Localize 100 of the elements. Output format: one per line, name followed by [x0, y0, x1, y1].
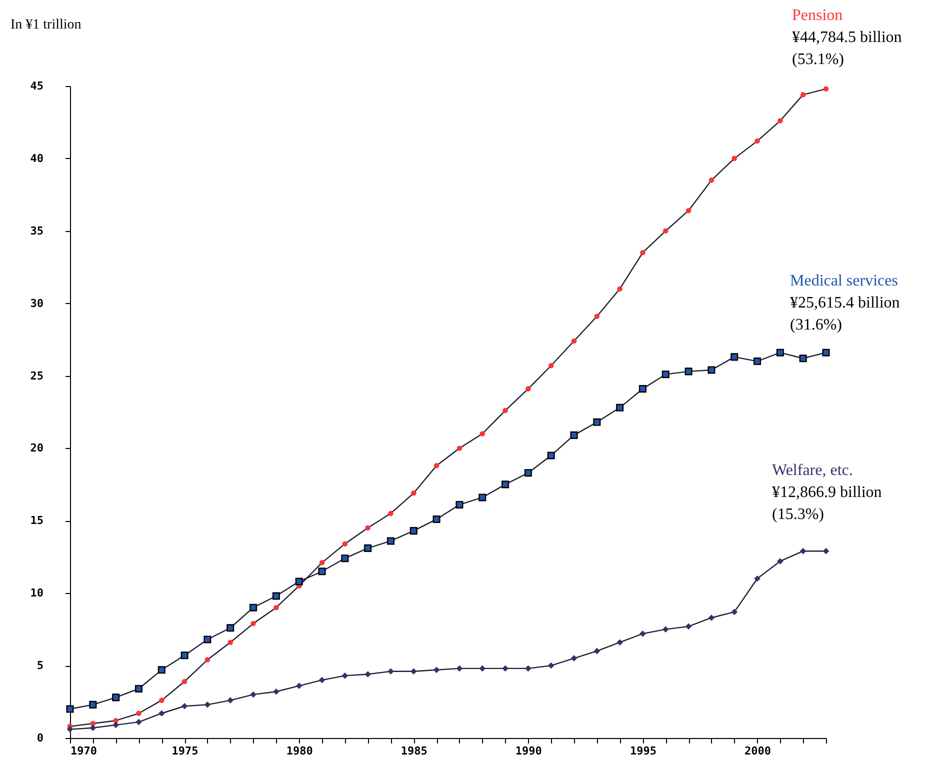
point: [250, 620, 256, 626]
point: [410, 668, 417, 675]
x-tick-label: 1990: [515, 744, 542, 758]
point: [456, 665, 463, 672]
point: [342, 541, 348, 546]
point: [250, 604, 258, 612]
text: Welfare, etc.: [772, 462, 853, 480]
point: [341, 554, 349, 562]
point: [364, 671, 371, 678]
annotation: (31.6%): [790, 316, 842, 334]
point: [822, 348, 830, 356]
point: [822, 548, 830, 554]
point: [250, 691, 256, 698]
point: [480, 431, 486, 436]
point: [158, 666, 166, 674]
point: [685, 623, 692, 630]
point: [616, 404, 624, 412]
point: [800, 548, 806, 554]
y-tick-label: 40: [30, 152, 44, 165]
point: [708, 178, 714, 183]
point: [799, 354, 807, 362]
point: [640, 250, 646, 256]
point: [662, 228, 668, 234]
point: [570, 655, 578, 662]
point: [158, 698, 164, 703]
point: [66, 726, 74, 732]
annotation: ¥12,866.9 billion: [772, 484, 882, 502]
point: [342, 672, 348, 679]
point: [823, 86, 829, 92]
point: [754, 358, 762, 366]
point: [640, 630, 646, 637]
annotation: ¥25,615.4 billion: [790, 294, 900, 312]
point: [456, 446, 462, 451]
point: [777, 558, 784, 564]
point: [732, 156, 738, 162]
point: [432, 515, 440, 523]
x-tick-label: 1995: [630, 744, 656, 758]
point: [364, 544, 372, 552]
y-tick-label: 5: [36, 659, 44, 672]
point: [548, 662, 554, 669]
point: [136, 718, 142, 726]
point: [570, 431, 578, 439]
point: [547, 452, 555, 460]
point: [638, 385, 646, 393]
point: [319, 560, 325, 566]
x-tick-label: 1985: [400, 744, 428, 758]
point: [434, 462, 440, 468]
x-tick-label: 2000: [744, 744, 772, 758]
point: [776, 348, 784, 356]
point: [89, 700, 97, 708]
point: [228, 640, 234, 646]
point: [571, 338, 577, 344]
point: [182, 678, 188, 684]
y-tick-label: 15: [30, 514, 44, 528]
y-tick-label: 0: [36, 732, 44, 744]
point: [273, 688, 280, 695]
y-tick-label: 20: [30, 442, 44, 455]
point: [684, 368, 692, 376]
point: [708, 366, 716, 374]
point: [386, 537, 394, 545]
point: [731, 608, 738, 616]
point: [112, 722, 119, 728]
point: [296, 682, 302, 689]
y-tick-label: 35: [30, 224, 44, 238]
text: ¥44,784.5 billion: [792, 28, 902, 46]
x-tick-label: 1975: [172, 744, 198, 758]
y-tick-label: 10: [30, 586, 44, 600]
point: [754, 575, 760, 582]
point: [112, 694, 120, 702]
y-tick-label: 30: [30, 296, 44, 310]
point: [433, 666, 440, 674]
point: [594, 314, 600, 320]
point: [365, 525, 370, 531]
point: [226, 624, 234, 632]
y-tick-label: 25: [30, 369, 44, 382]
point: [318, 676, 326, 684]
point: [524, 469, 532, 477]
y-tick-label: 45: [30, 80, 44, 92]
point: [502, 408, 508, 414]
point: [502, 665, 508, 672]
point: [66, 705, 74, 713]
point: [502, 480, 510, 488]
point: [478, 494, 486, 502]
text: (53.1%): [792, 50, 844, 68]
x-tick-label: 1980: [286, 744, 313, 758]
point: [526, 386, 531, 392]
point: [204, 636, 212, 644]
annotation: (15.3%): [772, 506, 824, 524]
point: [272, 592, 280, 600]
point: [227, 697, 234, 704]
point: [778, 118, 783, 124]
point: [730, 353, 738, 361]
point: [616, 639, 623, 646]
point: [410, 490, 416, 496]
point: [90, 724, 96, 732]
point: [617, 286, 622, 292]
point: [136, 710, 142, 716]
point: [708, 614, 715, 621]
point: [274, 604, 279, 610]
point: [318, 568, 326, 576]
